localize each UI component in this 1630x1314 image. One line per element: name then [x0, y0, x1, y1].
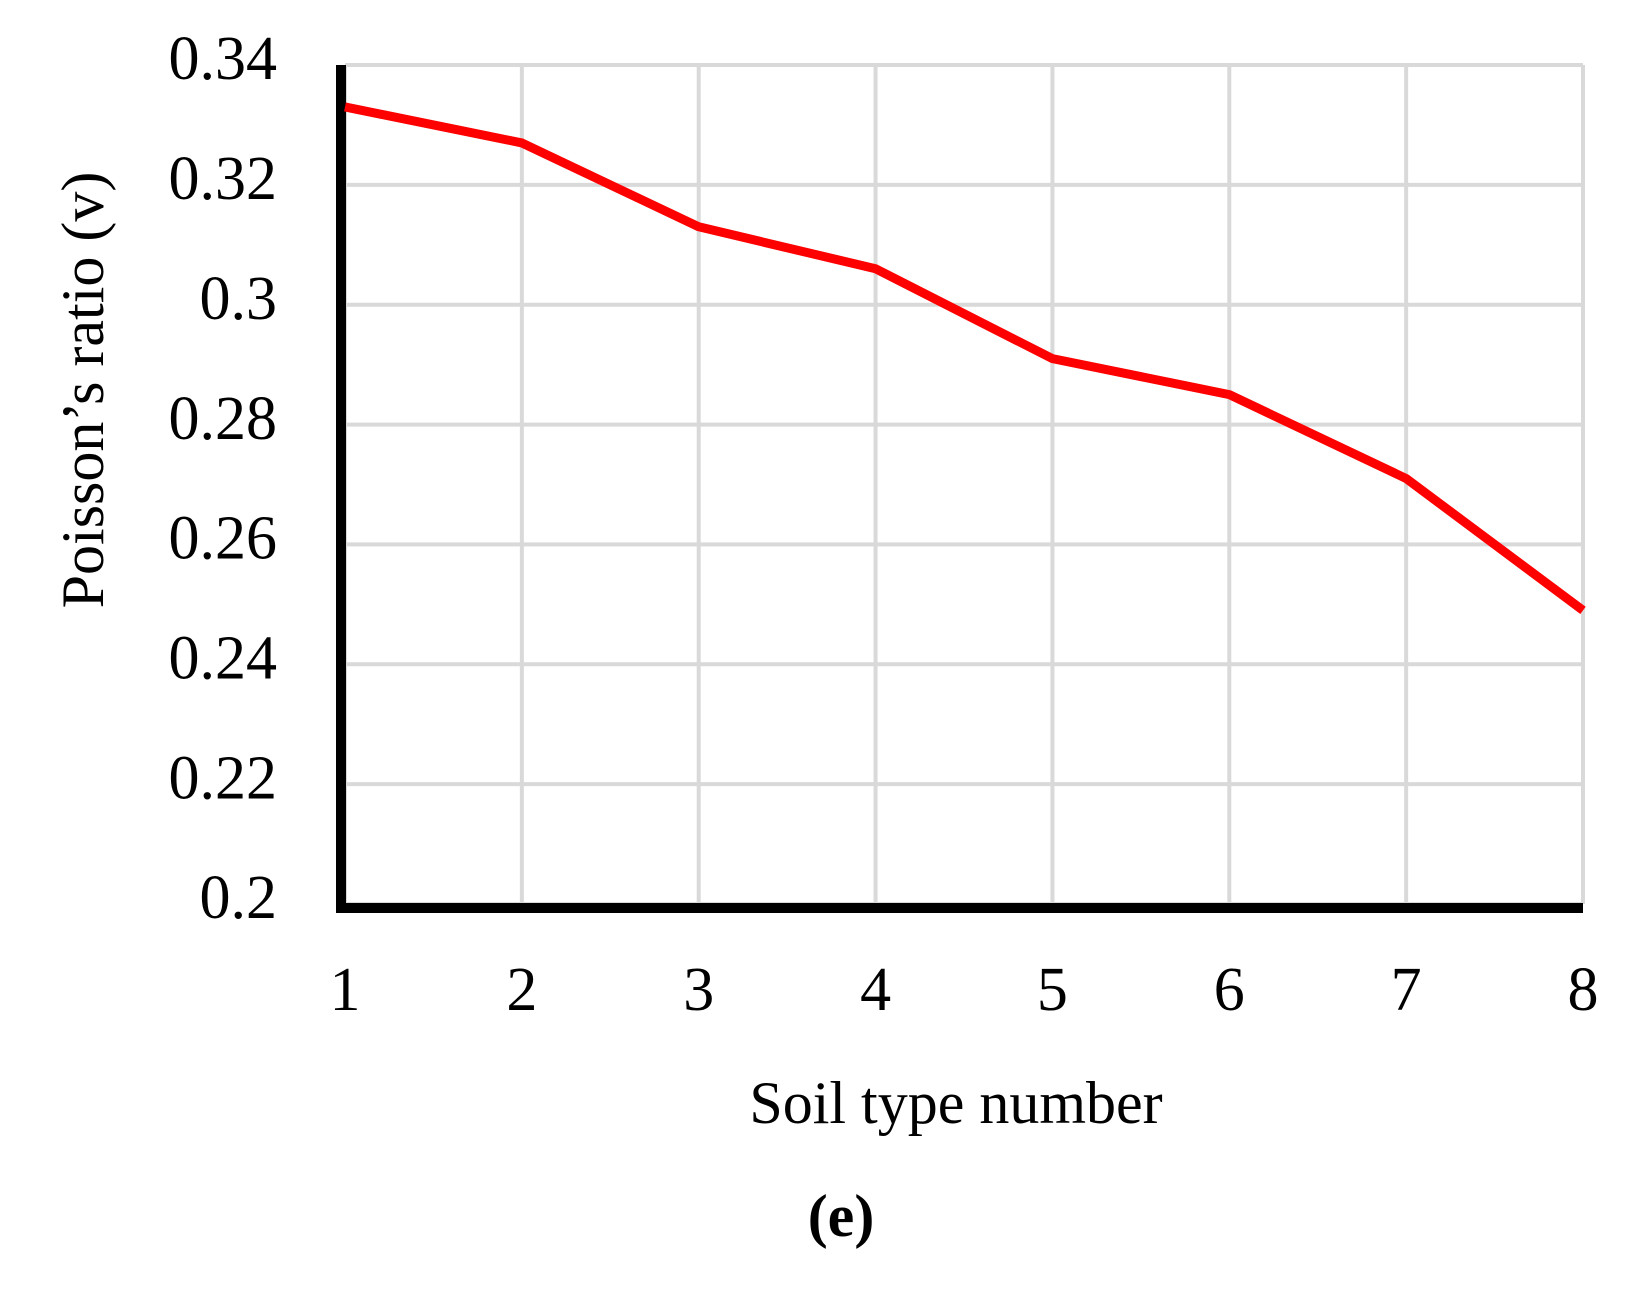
y-axis-label: Poisson’s ratio (v): [50, 172, 116, 609]
x-tick-label: 4: [860, 956, 891, 1024]
y-tick-label: 0.26: [169, 505, 278, 573]
x-tick-label: 7: [1391, 956, 1422, 1024]
y-tick-label: 0.24: [169, 625, 278, 693]
x-tick-label: 1: [330, 956, 361, 1024]
y-tick-label: 0.22: [169, 744, 278, 812]
x-tick-label: 8: [1568, 956, 1599, 1024]
y-tick-label: 0.3: [200, 265, 278, 333]
caption: (e): [808, 1183, 875, 1249]
x-tick-label: 3: [683, 956, 714, 1024]
y-tick-label: 0.32: [169, 145, 278, 213]
y-tick-label: 0.2: [200, 864, 278, 932]
x-tick-label: 5: [1037, 956, 1068, 1024]
x-axis-label: Soil type number: [749, 1070, 1162, 1136]
data-line: [344, 102, 1586, 614]
x-tick-label: 2: [506, 956, 537, 1024]
x-tick-label: 6: [1214, 956, 1245, 1024]
y-tick-label: 0.28: [169, 385, 278, 453]
y-tick-label: 0.34: [169, 25, 278, 93]
